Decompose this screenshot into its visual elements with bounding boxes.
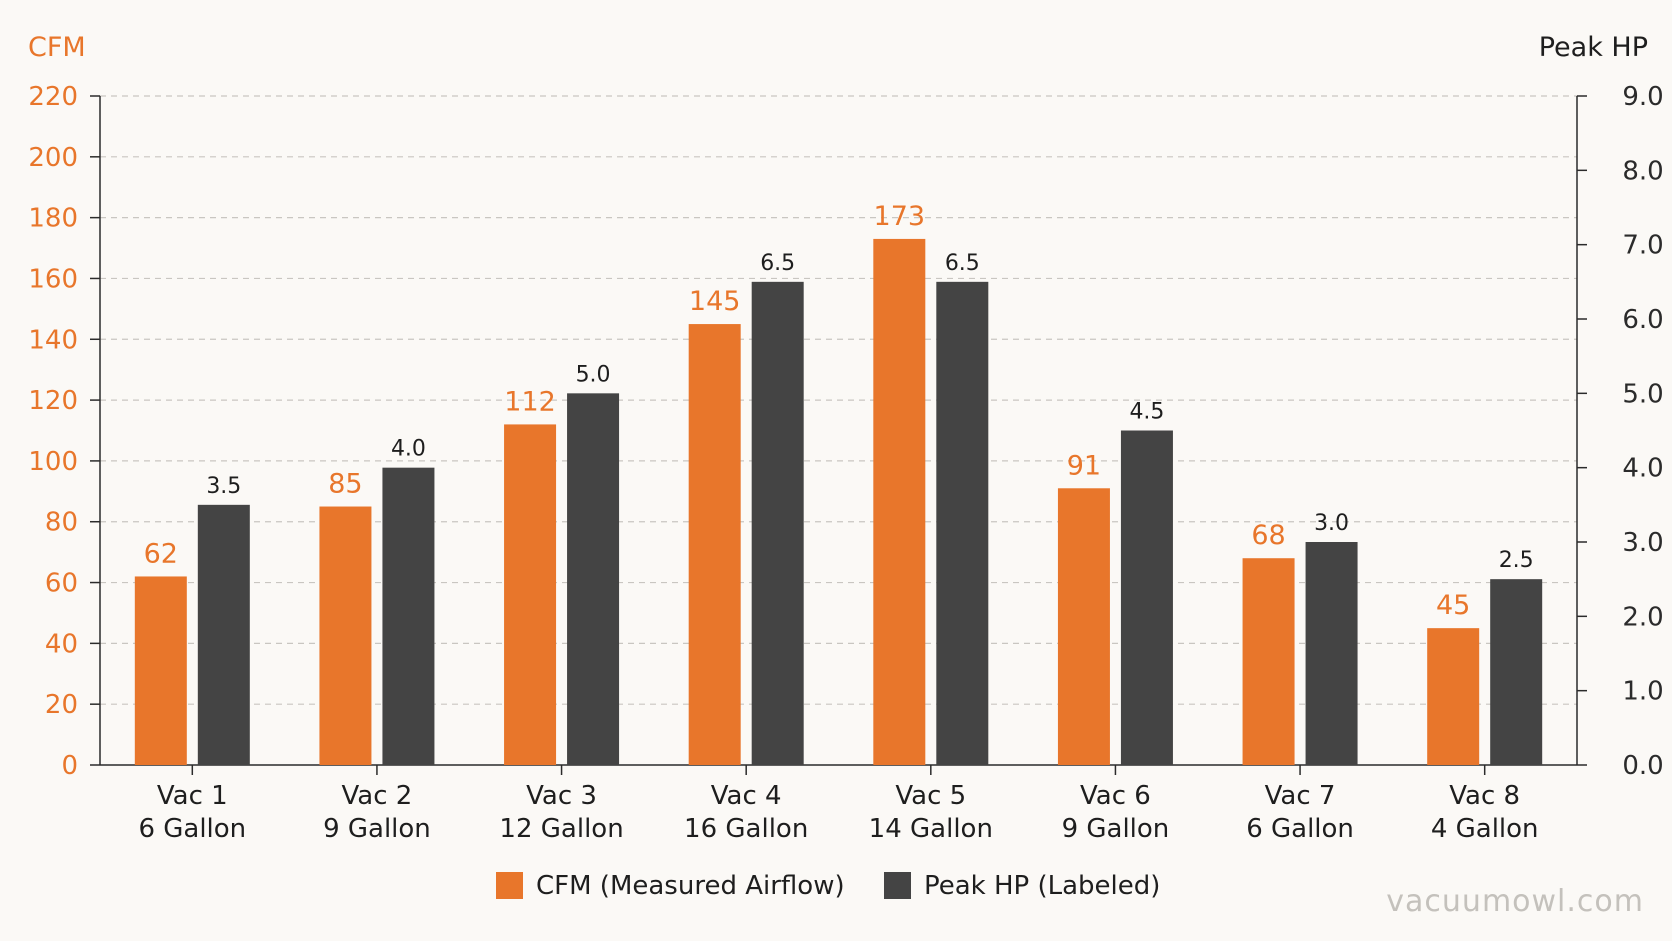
left-axis-title: CFM (28, 32, 86, 63)
category-label-capacity: 9 Gallon (1062, 814, 1170, 844)
value-label-peak-hp: 4.5 (1129, 400, 1164, 425)
left-tick-label: 120 (28, 386, 78, 416)
right-tick-label: 8.0 (1622, 156, 1663, 186)
value-label-cfm: 62 (144, 538, 178, 569)
right-tick-label: 5.0 (1622, 379, 1663, 409)
right-tick-label: 1.0 (1622, 677, 1663, 707)
right-tick-label: 0.0 (1622, 751, 1663, 781)
left-tick-label: 40 (45, 629, 78, 659)
bar-peak-hp (1490, 579, 1543, 765)
legend-swatch-cfm (496, 872, 523, 899)
bar-peak-hp (1120, 430, 1173, 765)
category-label-model: Vac 1 (157, 781, 228, 811)
value-label-cfm: 112 (504, 386, 556, 417)
category-label-model: Vac 2 (342, 781, 413, 811)
category-label-model: Vac 7 (1265, 781, 1336, 811)
right-axis-title: Peak HP (1539, 32, 1648, 63)
bar-cfm (1057, 488, 1110, 765)
left-tick-label: 160 (28, 264, 78, 294)
value-label-peak-hp: 6.5 (760, 251, 795, 276)
bar-peak-hp (382, 467, 435, 765)
category-label-model: Vac 4 (711, 781, 782, 811)
category-label-capacity: 14 Gallon (869, 814, 993, 844)
right-tick-label: 9.0 (1622, 82, 1663, 112)
bar-peak-hp (751, 281, 804, 765)
right-tick-label: 7.0 (1622, 231, 1663, 261)
right-tick-label: 2.0 (1622, 602, 1663, 632)
bar-cfm (319, 506, 372, 765)
legend-swatch-peak-hp (884, 872, 911, 899)
legend-label-cfm: CFM (Measured Airflow) (536, 871, 845, 901)
bar-peak-hp (567, 393, 620, 765)
category-label-capacity: 16 Gallon (684, 814, 808, 844)
category-label-model: Vac 3 (526, 781, 597, 811)
right-tick-label: 4.0 (1622, 454, 1663, 484)
left-tick-label: 0 (61, 751, 78, 781)
value-label-peak-hp: 6.5 (945, 251, 980, 276)
category-label-capacity: 6 Gallon (1246, 814, 1354, 844)
bar-cfm (688, 324, 741, 765)
left-tick-label: 80 (45, 508, 78, 538)
bars (134, 238, 1543, 765)
right-tick-label: 6.0 (1622, 305, 1663, 335)
category-label-model: Vac 6 (1080, 781, 1151, 811)
value-label-cfm: 85 (328, 469, 362, 500)
legend: CFM (Measured Airflow) Peak HP (Labeled) (496, 871, 1160, 901)
bar-cfm (1427, 628, 1480, 765)
value-label-peak-hp: 3.0 (1314, 511, 1349, 536)
value-label-cfm: 68 (1251, 520, 1285, 551)
left-tick-label: 100 (28, 447, 78, 477)
category-label-capacity: 12 Gallon (499, 814, 623, 844)
category-label-capacity: 9 Gallon (323, 814, 431, 844)
right-axis-ticks: 0.0 1.0 2.0 3.0 4.0 5.0 6.0 7.0 8.0 9.0 (1577, 82, 1664, 781)
left-tick-label: 200 (28, 143, 78, 173)
legend-label-peak-hp: Peak HP (Labeled) (924, 871, 1160, 901)
left-tick-label: 180 (28, 204, 78, 234)
watermark: vacuumowl.com (1386, 884, 1644, 919)
value-label-peak-hp: 2.5 (1499, 548, 1534, 573)
value-label-cfm: 45 (1436, 590, 1470, 621)
value-label-cfm: 91 (1067, 450, 1101, 481)
left-tick-label: 140 (28, 325, 78, 355)
bar-cfm (134, 576, 187, 765)
value-label-cfm: 173 (874, 201, 926, 232)
category-label-capacity: 4 Gallon (1431, 814, 1539, 844)
category-label-model: Vac 8 (1449, 781, 1520, 811)
right-tick-label: 3.0 (1622, 528, 1663, 558)
bar-cfm (1242, 558, 1295, 765)
value-label-peak-hp: 3.5 (206, 474, 241, 499)
bar-cfm (504, 424, 557, 765)
value-label-peak-hp: 5.0 (576, 362, 611, 387)
category-label-capacity: 6 Gallon (138, 814, 246, 844)
value-label-peak-hp: 4.0 (391, 437, 426, 462)
value-labels: 62 3.5 85 4.0 112 5.0 145 6.5 173 6.5 91 4.5 68 3.0 45… (144, 201, 1534, 621)
bar-peak-hp (1305, 542, 1358, 765)
bar-peak-hp (936, 281, 989, 765)
left-tick-label: 20 (45, 690, 78, 720)
bar-peak-hp (197, 504, 250, 765)
left-tick-label: 220 (28, 82, 78, 112)
left-axis-ticks: 0 20 40 60 80 100 120 140 160 180 200 220 (28, 82, 100, 781)
left-tick-label: 60 (45, 569, 78, 599)
bar-cfm (873, 238, 926, 765)
value-label-cfm: 145 (689, 286, 741, 317)
category-label-model: Vac 5 (895, 781, 966, 811)
